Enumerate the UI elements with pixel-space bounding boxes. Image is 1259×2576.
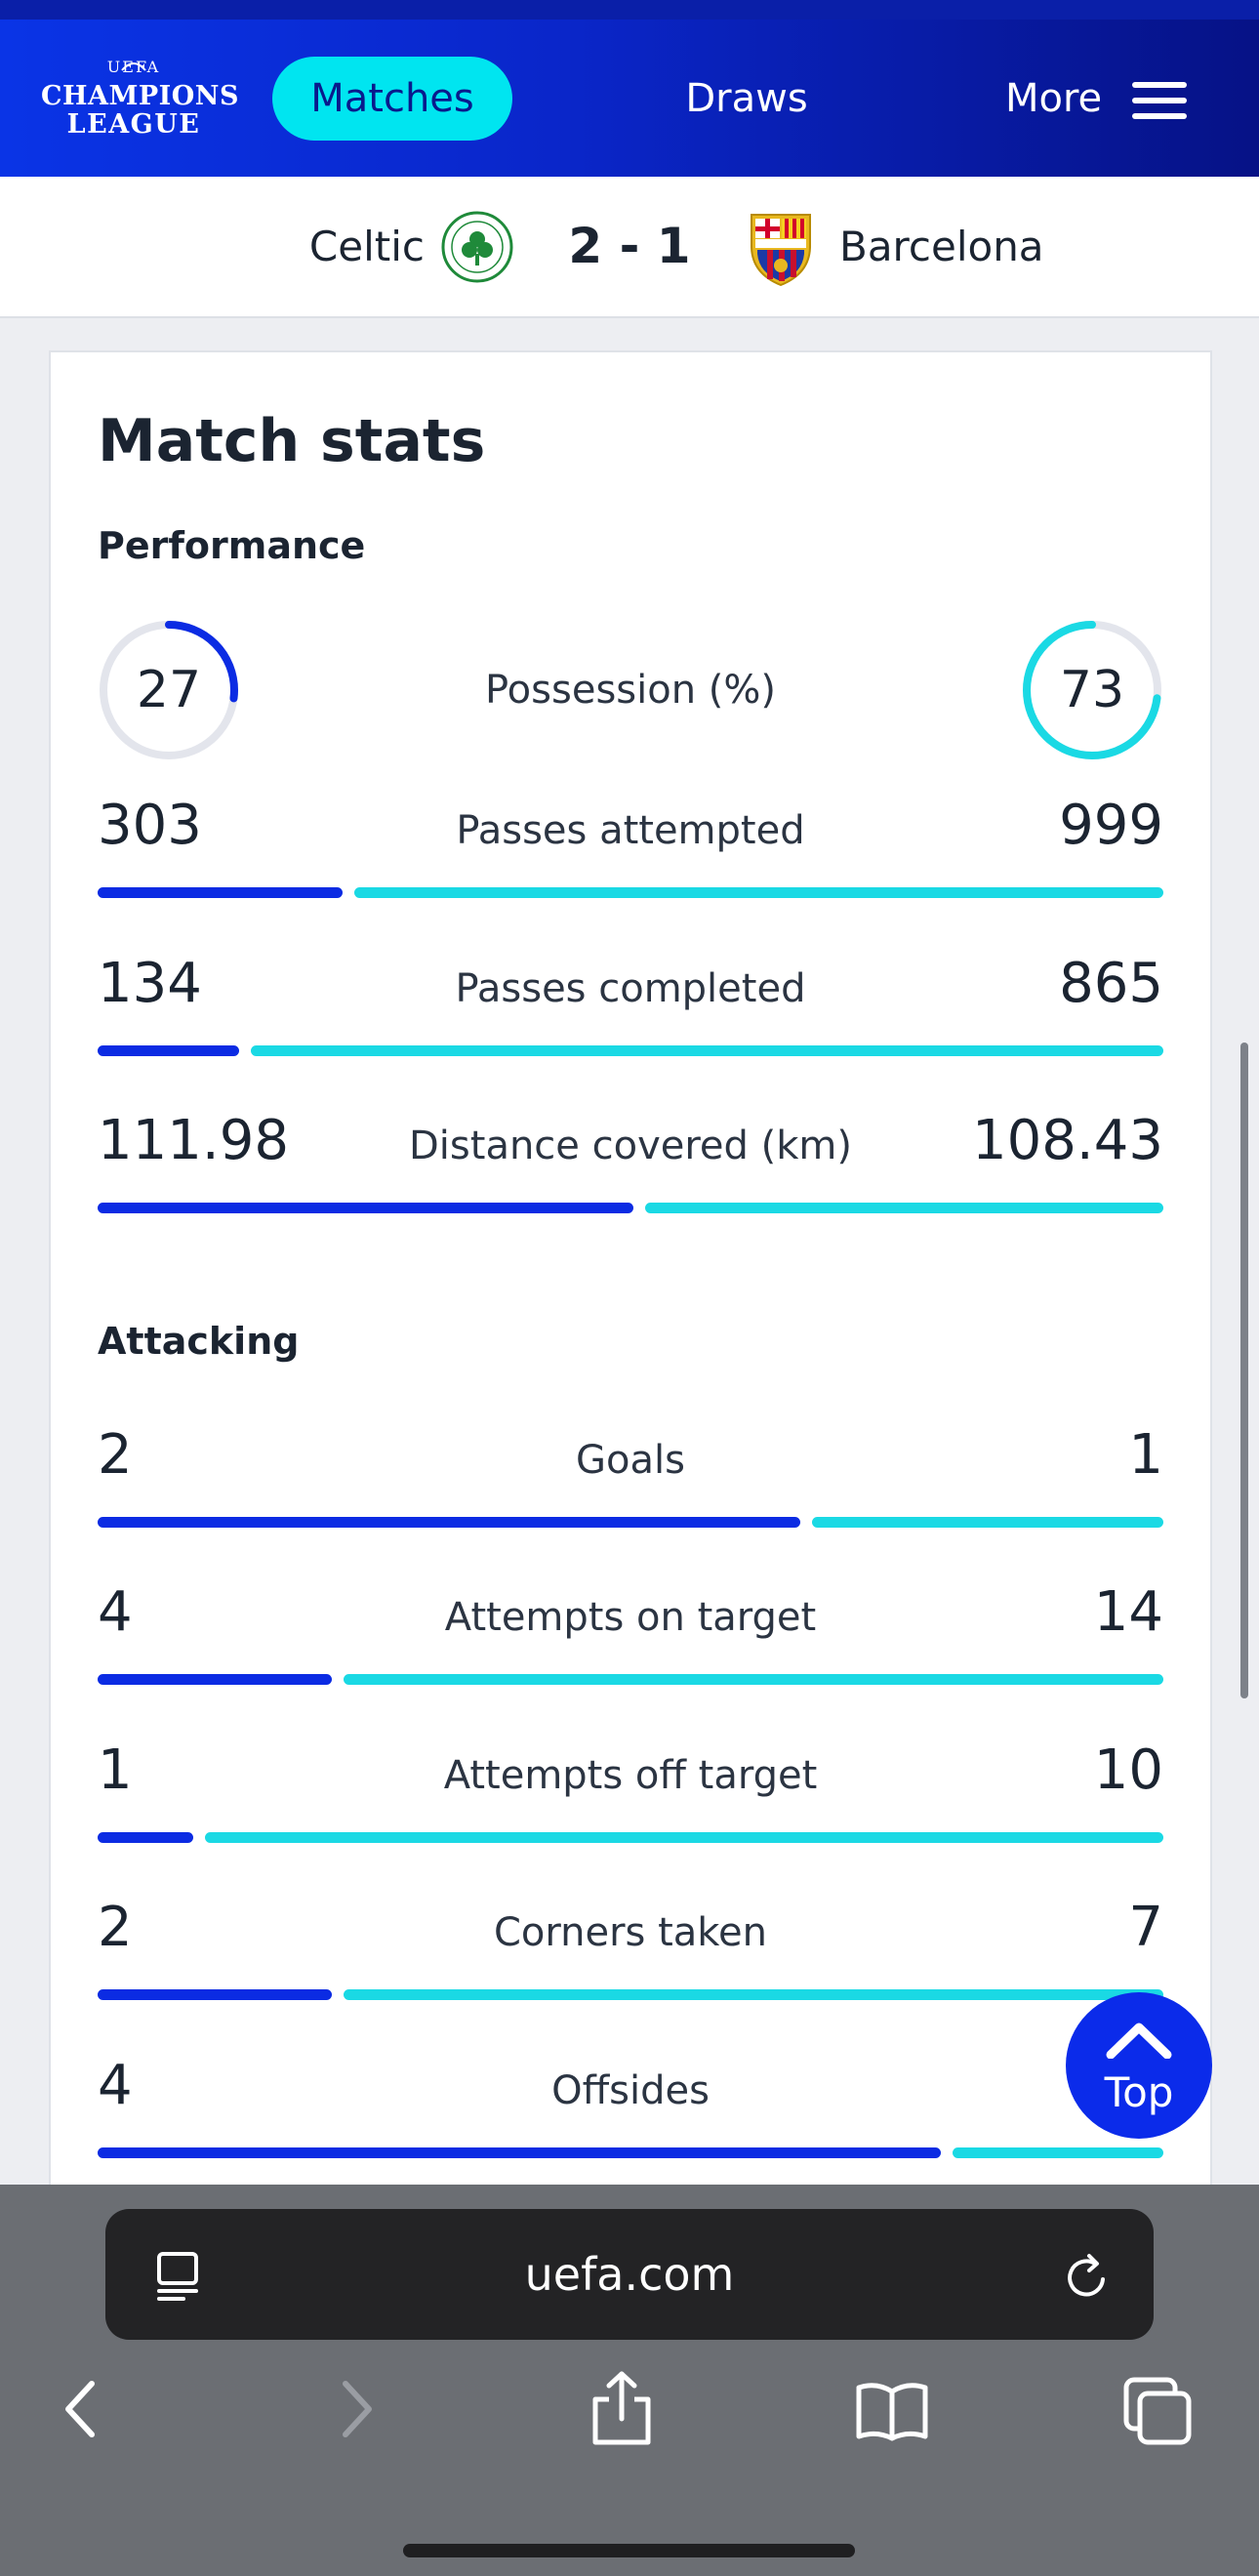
- home-team-name[interactable]: Celtic: [308, 223, 425, 270]
- stat-away-value: 7: [1128, 1896, 1163, 1959]
- away-stat-bar: [205, 1832, 1163, 1843]
- stat-home-value: 1: [98, 1738, 133, 1802]
- stat-home-value: 2: [98, 1423, 133, 1487]
- stat-away-value: 108.43: [972, 1109, 1163, 1172]
- stat-row-attacking_stats: 1 Attempts off target 10: [98, 1737, 1163, 1854]
- url-text[interactable]: uefa.com: [524, 2248, 735, 2301]
- stat-bar-group: [98, 1517, 1163, 1528]
- logo-line2: LEAGUE: [66, 109, 201, 140]
- stat-away-value: 14: [1093, 1580, 1163, 1644]
- home-stat-bar: [98, 1832, 193, 1843]
- stat-bar-group: [98, 1045, 1163, 1056]
- stat-away-value: 865: [1059, 952, 1163, 1015]
- possession-label: Possession (%): [484, 668, 776, 713]
- tab-draws[interactable]: Draws: [685, 76, 808, 121]
- stat-home-value: 111.98: [98, 1109, 289, 1172]
- away-stat-bar: [354, 887, 1163, 898]
- stat-bar-group: [98, 1203, 1163, 1213]
- hamburger-icon[interactable]: [1132, 82, 1187, 119]
- stat-bar-group: [98, 1989, 1163, 2000]
- stat-home-value: 134: [98, 952, 202, 1015]
- stat-row-performance_stats: 134 Passes completed 865: [98, 950, 1163, 1067]
- browser-toolbar: uefa.com: [0, 2185, 1259, 2576]
- away-stat-bar: [953, 2147, 1163, 2158]
- away-team-name[interactable]: Barcelona: [839, 223, 1044, 270]
- stat-label: Attempts off target: [443, 1753, 818, 1798]
- home-stat-bar: [98, 1045, 239, 1056]
- back-icon[interactable]: [61, 2378, 100, 2440]
- away-stat-bar: [344, 1989, 1163, 2000]
- stat-row-attacking_stats: 4 Offsides: [98, 2052, 1163, 2169]
- page-scrollbar[interactable]: [1240, 1043, 1248, 1698]
- stat-label: Distance covered (km): [409, 1124, 852, 1168]
- back-to-top-button[interactable]: Top: [1066, 1992, 1212, 2139]
- reload-icon[interactable]: [1064, 2250, 1113, 2303]
- stat-away-value: 10: [1093, 1738, 1163, 1802]
- stat-row-performance_stats: 303 Passes attempted 999: [98, 792, 1163, 909]
- match-score: 2 - 1: [568, 218, 691, 274]
- celtic-crest-icon: [441, 211, 513, 283]
- forward-icon: [343, 2381, 372, 2437]
- home-stat-bar: [98, 887, 343, 898]
- stat-home-value: 303: [98, 794, 202, 857]
- match-stats-card: Match stats Performance 27 Possession (%…: [49, 350, 1212, 2205]
- home-stat-bar: [98, 1674, 332, 1685]
- home-stat-bar: [98, 2147, 941, 2158]
- away-possession-value: 73: [1059, 661, 1125, 719]
- home-stat-bar: [98, 1203, 633, 1213]
- away-stat-bar: [251, 1045, 1163, 1056]
- stat-row-attacking_stats: 2 Goals 1: [98, 1421, 1163, 1538]
- match-score-bar: Celtic 2 - 1 Barcelona: [0, 177, 1259, 318]
- starball-icon: [121, 62, 146, 71]
- chevron-up-icon: [1106, 2023, 1172, 2059]
- home-stat-bar: [98, 1517, 800, 1528]
- home-possession-ring: [100, 621, 238, 759]
- logo-line1: CHAMPIONS: [41, 81, 239, 111]
- stat-label: Attempts on target: [444, 1595, 817, 1640]
- stat-home-value: 2: [98, 1896, 133, 1959]
- stat-bar-group: [98, 2147, 1163, 2158]
- card-title: Match stats: [98, 407, 486, 475]
- section-attacking: Attacking: [98, 1320, 300, 1363]
- tabs-icon[interactable]: [1122, 2376, 1193, 2446]
- stat-label: Goals: [576, 1438, 685, 1483]
- stat-home-value: 4: [98, 1580, 133, 1644]
- barcelona-crest-icon: [751, 214, 811, 287]
- stat-row-attacking_stats: 4 Attempts on target 14: [98, 1578, 1163, 1696]
- stat-label: Offsides: [551, 2068, 710, 2113]
- stat-row-attacking_stats: 2 Corners taken 7: [98, 1894, 1163, 2011]
- away-possession-ring: [1023, 621, 1161, 759]
- more-menu-button[interactable]: More: [1005, 57, 1200, 141]
- stat-bar-group: [98, 1832, 1163, 1843]
- stat-away-value: 1: [1128, 1423, 1163, 1487]
- stat-label: Passes attempted: [456, 808, 805, 853]
- stat-row-performance_stats: 111.98 Distance covered (km) 108.43: [98, 1107, 1163, 1224]
- home-possession-value: 27: [136, 661, 202, 719]
- stat-bar-group: [98, 1674, 1163, 1685]
- status-strip: [0, 0, 1259, 20]
- stat-label: Passes completed: [455, 966, 806, 1011]
- away-stat-bar: [344, 1674, 1163, 1685]
- share-icon[interactable]: [589, 2370, 654, 2448]
- bookmarks-icon[interactable]: [855, 2380, 929, 2442]
- stat-label: Corners taken: [494, 1910, 767, 1955]
- logo-uefa-text: UEFA: [106, 58, 161, 76]
- address-bar[interactable]: uefa.com: [105, 2209, 1154, 2340]
- stat-home-value: 4: [98, 2054, 133, 2117]
- away-stat-bar: [812, 1517, 1163, 1528]
- home-indicator[interactable]: [403, 2544, 855, 2557]
- reader-icon[interactable]: [154, 2250, 203, 2303]
- top-button-label: Top: [1104, 2068, 1174, 2116]
- stat-bar-group: [98, 887, 1163, 898]
- away-stat-bar: [645, 1203, 1163, 1213]
- top-navbar: UEFA CHAMPIONS LEAGUE Matches Draws More: [0, 0, 1259, 177]
- more-label: More: [1005, 76, 1103, 121]
- section-performance: Performance: [98, 524, 366, 567]
- champions-league-logo[interactable]: UEFA CHAMPIONS LEAGUE: [41, 58, 239, 146]
- stat-away-value: 999: [1059, 794, 1163, 857]
- tab-matches[interactable]: Matches: [272, 57, 512, 141]
- home-stat-bar: [98, 1989, 332, 2000]
